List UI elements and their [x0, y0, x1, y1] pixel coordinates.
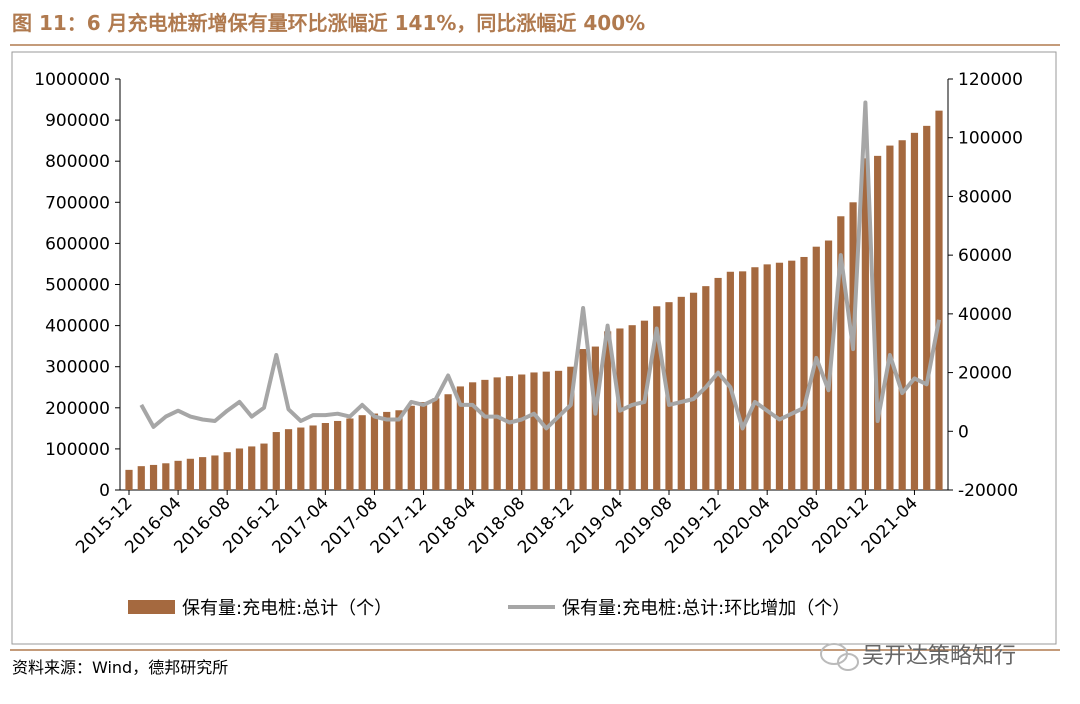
bar [689, 292, 698, 490]
bar [137, 466, 145, 490]
bar [444, 394, 452, 490]
bar [726, 271, 734, 490]
bar [591, 346, 599, 490]
y-tick-label: 800000 [45, 152, 110, 172]
y-tick-label: 1000000 [34, 70, 110, 90]
bar [640, 320, 649, 490]
bar [395, 410, 403, 490]
bar [272, 432, 280, 490]
bar [874, 155, 882, 490]
bar [751, 267, 759, 490]
bar [223, 452, 231, 490]
bar [321, 423, 329, 490]
bar [346, 418, 354, 490]
bar [456, 386, 464, 490]
line-series [139, 100, 941, 431]
bar [149, 464, 158, 490]
bar [898, 140, 906, 490]
bar [309, 425, 317, 490]
bar [284, 429, 293, 490]
bar [763, 264, 771, 490]
bar [248, 446, 256, 490]
chart-title: 图 11：6 月充电桩新增保有量环比涨幅近 141%，同比涨幅近 400% [12, 11, 645, 35]
bar [812, 246, 820, 490]
bar [493, 377, 501, 490]
y2-tick-label: 0 [958, 422, 969, 442]
bar [358, 415, 366, 490]
bar [567, 366, 575, 490]
bar [260, 443, 268, 490]
bar [677, 296, 685, 490]
watermark: 吴开达策略知行 [862, 644, 1016, 669]
bar [518, 374, 526, 490]
bar [788, 260, 796, 490]
chart-frame [11, 51, 1057, 645]
bar [407, 405, 415, 490]
bar [628, 325, 636, 490]
bar [554, 370, 563, 490]
bar [235, 448, 244, 490]
bar [886, 145, 894, 490]
bar [419, 402, 428, 490]
bar [125, 469, 133, 490]
y-tick-label: 700000 [45, 193, 110, 213]
y-tick-label: 300000 [45, 358, 110, 378]
y-tick-label: 200000 [45, 399, 110, 419]
bar [923, 125, 931, 490]
bar [653, 306, 661, 490]
bar [432, 398, 440, 490]
bar [714, 277, 722, 490]
bar [162, 463, 170, 490]
y2-tick-label: 60000 [958, 246, 1012, 266]
y2-tick-label: 80000 [958, 187, 1012, 207]
y2-tick-label: 100000 [958, 129, 1023, 149]
y2-tick-label: 20000 [958, 364, 1012, 384]
bar [935, 110, 943, 490]
bar [542, 371, 550, 490]
bar [800, 256, 808, 490]
bar [211, 455, 219, 490]
bar [775, 262, 784, 490]
bar [579, 349, 587, 490]
y-tick-label: 500000 [45, 276, 110, 296]
bar [481, 379, 489, 490]
bar [739, 271, 747, 490]
bar [334, 420, 342, 490]
bar [383, 411, 391, 490]
bar [174, 460, 182, 490]
y-tick-label: 600000 [45, 234, 110, 254]
y-tick-label: 400000 [45, 317, 110, 337]
bar [505, 376, 514, 490]
y2-tick-label: 40000 [958, 305, 1012, 325]
y-tick-label: 100000 [45, 440, 110, 460]
bar [837, 216, 845, 491]
bar [297, 427, 305, 490]
y-tick-label: 0 [99, 481, 110, 501]
bar [530, 372, 538, 490]
watermark-icon [820, 643, 859, 671]
bar [824, 240, 833, 490]
y-tick-label: 900000 [45, 111, 110, 131]
legend-label: 保有量:充电桩:总计:环比增加（个） [562, 598, 850, 619]
bar [370, 413, 379, 490]
source-note: 资料来源：Wind，德邦研究所 [12, 658, 228, 677]
legend-swatch [128, 600, 175, 614]
y2-tick-label: -20000 [958, 481, 1018, 501]
bar [910, 132, 919, 490]
bar [604, 331, 612, 490]
bar [186, 458, 194, 490]
bar [199, 457, 207, 490]
y2-tick-label: 120000 [958, 70, 1023, 90]
bar [469, 382, 477, 490]
bar [861, 158, 869, 490]
legend-label: 保有量:充电桩:总计（个） [182, 598, 392, 619]
